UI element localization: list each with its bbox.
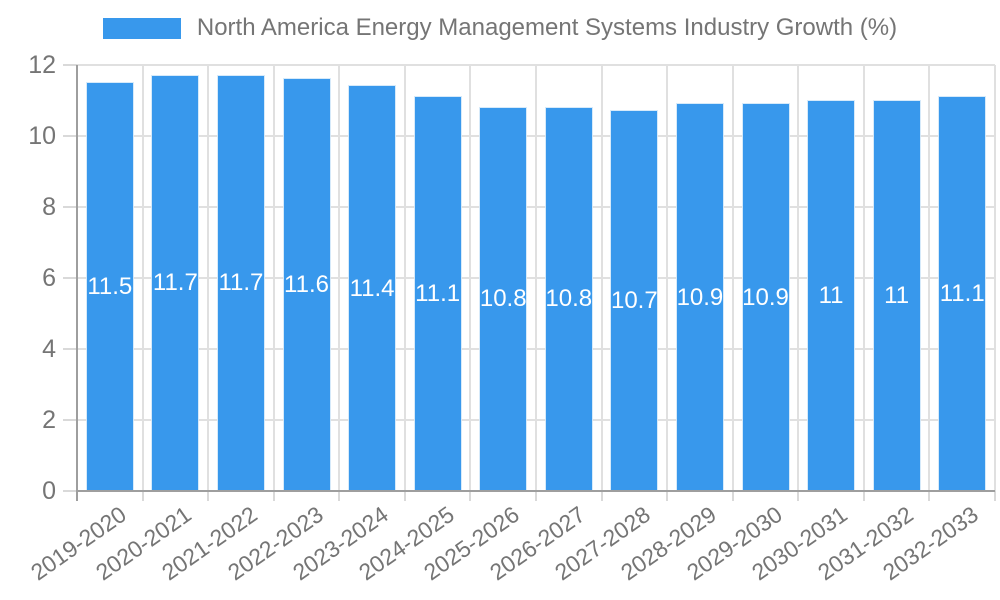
x-tick-mark (928, 491, 931, 501)
x-gridline (666, 65, 669, 491)
x-gridline (994, 65, 996, 491)
y-axis-tick-label: 4 (42, 335, 56, 363)
x-tick-mark (207, 491, 210, 501)
legend-item[interactable]: North America Energy Management Systems … (0, 14, 1000, 42)
y-tick-mark (63, 206, 77, 208)
y-axis-tick-label: 2 (42, 406, 56, 434)
x-tick-mark (141, 491, 144, 501)
bar[interactable] (480, 107, 527, 491)
x-tick-mark (535, 491, 537, 501)
bar[interactable] (349, 86, 396, 491)
bar-value-label: 10.9 (742, 283, 789, 311)
bar[interactable] (545, 107, 592, 491)
y-tick-mark (63, 277, 77, 279)
bar[interactable] (676, 104, 723, 491)
y-tick-mark (63, 64, 77, 66)
bar-value-label: 11.5 (87, 272, 133, 300)
bar[interactable] (217, 75, 264, 491)
x-gridline (141, 65, 144, 491)
legend-label: North America Energy Management Systems … (196, 14, 898, 41)
x-gridline (797, 65, 800, 491)
x-gridline (338, 65, 341, 491)
bar[interactable] (808, 100, 855, 491)
bar[interactable] (414, 96, 461, 491)
bar[interactable] (152, 75, 199, 491)
bar-value-label: 11 (818, 281, 844, 309)
x-tick-mark (338, 491, 341, 501)
x-gridline (928, 65, 931, 491)
x-gridline (535, 65, 537, 491)
bar[interactable] (611, 111, 658, 491)
y-tick-mark (63, 348, 77, 350)
x-tick-mark (666, 491, 669, 501)
x-gridline (862, 65, 865, 491)
y-axis-tick-label: 8 (42, 193, 56, 221)
x-tick-mark (600, 491, 603, 501)
x-gridline (469, 65, 472, 491)
x-tick-mark (469, 491, 472, 501)
bar-value-label: 10.8 (479, 285, 527, 313)
bar-value-label: 10.9 (676, 283, 724, 311)
x-tick-mark (403, 491, 406, 501)
y-axis-tick-label: 0 (42, 477, 56, 505)
x-gridline (207, 65, 210, 491)
bar-value-label: 11.6 (284, 271, 329, 299)
legend-swatch (102, 17, 181, 39)
x-tick-mark (994, 491, 996, 501)
bar[interactable] (939, 96, 986, 491)
x-tick-mark (731, 491, 734, 501)
bar-value-label: 10.7 (610, 287, 658, 315)
bar[interactable] (873, 100, 920, 491)
bar-value-label: 11.1 (415, 279, 461, 307)
bar-value-label: 11.7 (218, 269, 264, 297)
bar[interactable] (283, 79, 330, 491)
bar-value-label: 10.8 (545, 285, 593, 313)
y-axis-line (76, 65, 78, 501)
x-axis-line (77, 490, 995, 492)
bar-value-label: 11.7 (152, 269, 198, 297)
x-tick-mark (797, 491, 800, 501)
y-axis-tick-label: 10 (28, 122, 56, 150)
x-gridline (403, 65, 406, 491)
y-axis-tick-label: 12 (28, 51, 56, 79)
y-tick-mark (63, 135, 77, 137)
x-tick-mark (862, 491, 865, 501)
bar-value-label: 11.1 (939, 279, 985, 307)
x-gridline (272, 65, 275, 491)
x-tick-mark (272, 491, 275, 501)
y-tick-mark (63, 419, 77, 421)
x-gridline (731, 65, 734, 491)
x-gridline (600, 65, 603, 491)
y-tick-mark (63, 490, 77, 492)
bar-value-label: 11.4 (349, 274, 395, 302)
bar-value-label: 11 (884, 281, 910, 309)
bar[interactable] (86, 82, 133, 491)
y-axis-tick-label: 6 (42, 264, 56, 292)
bar[interactable] (742, 104, 789, 491)
